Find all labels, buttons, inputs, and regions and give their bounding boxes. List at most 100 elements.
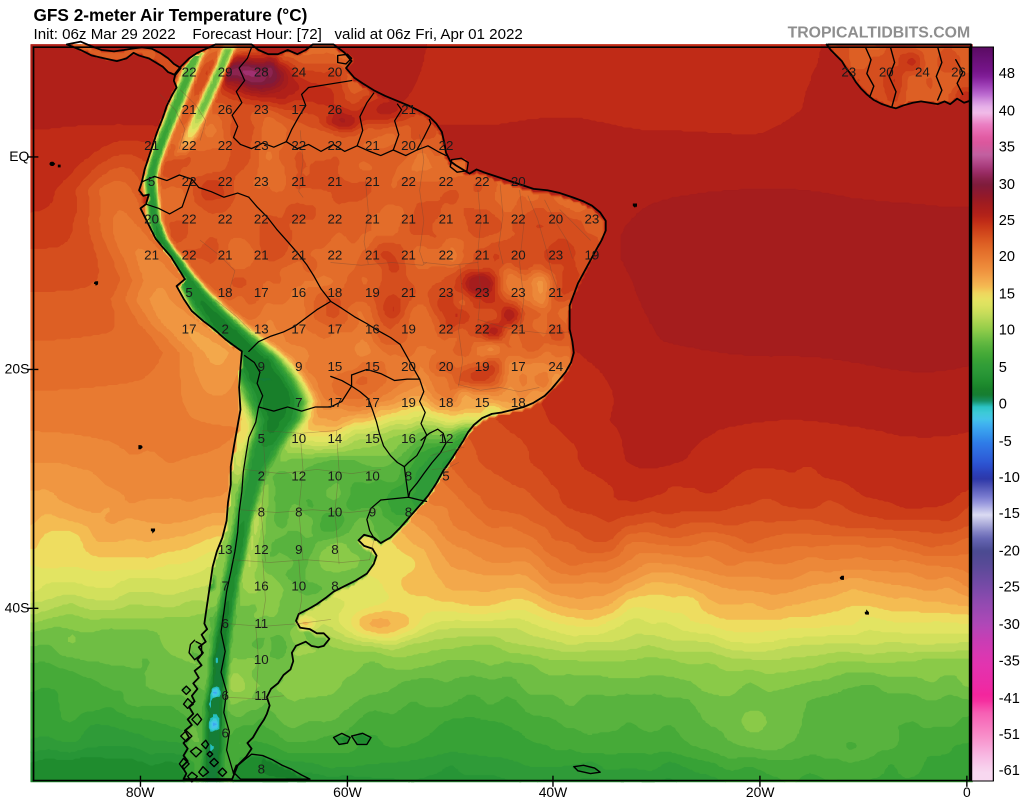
svg-text:Init: 06z Mar 29 2022 Forec: Init: 06z Mar 29 2022 Forecast Hour: [72… xyxy=(34,26,523,43)
svg-text:11: 11 xyxy=(254,616,268,631)
svg-text:23: 23 xyxy=(584,212,599,227)
svg-text:21: 21 xyxy=(401,102,416,117)
svg-text:-61: -61 xyxy=(999,763,1020,779)
svg-text:15: 15 xyxy=(365,431,380,446)
svg-text:21: 21 xyxy=(439,212,454,227)
svg-text:-5: -5 xyxy=(999,434,1012,450)
svg-text:5: 5 xyxy=(999,360,1007,376)
svg-text:22: 22 xyxy=(439,138,454,153)
svg-text:60W: 60W xyxy=(333,784,362,800)
svg-text:6: 6 xyxy=(221,616,228,631)
svg-text:15: 15 xyxy=(328,359,343,374)
svg-text:6: 6 xyxy=(221,688,228,703)
svg-text:-15: -15 xyxy=(999,506,1020,522)
svg-text:EQ: EQ xyxy=(9,148,29,164)
svg-text:40: 40 xyxy=(999,103,1015,119)
svg-text:9: 9 xyxy=(295,359,302,374)
svg-text:0: 0 xyxy=(999,396,1007,412)
svg-text:5: 5 xyxy=(185,285,192,300)
svg-text:22: 22 xyxy=(182,174,197,189)
svg-text:20S: 20S xyxy=(5,361,30,377)
svg-text:21: 21 xyxy=(218,248,233,263)
svg-text:-35: -35 xyxy=(999,653,1020,669)
svg-text:20: 20 xyxy=(548,212,563,227)
svg-text:-41: -41 xyxy=(999,691,1020,707)
svg-text:10: 10 xyxy=(328,505,343,520)
svg-text:10: 10 xyxy=(291,578,306,593)
svg-text:7: 7 xyxy=(221,578,228,593)
svg-text:21: 21 xyxy=(401,285,416,300)
svg-text:8: 8 xyxy=(258,505,265,520)
svg-text:20: 20 xyxy=(511,174,526,189)
svg-text:10: 10 xyxy=(365,469,380,484)
svg-text:12: 12 xyxy=(439,431,454,446)
svg-text:15: 15 xyxy=(365,359,380,374)
svg-text:10: 10 xyxy=(328,469,343,484)
svg-text:19: 19 xyxy=(401,395,416,410)
svg-text:8: 8 xyxy=(405,505,412,520)
svg-text:30: 30 xyxy=(999,177,1015,193)
svg-text:22: 22 xyxy=(218,174,233,189)
svg-text:23: 23 xyxy=(475,285,490,300)
svg-text:22: 22 xyxy=(439,174,454,189)
svg-text:23: 23 xyxy=(254,138,269,153)
svg-text:22: 22 xyxy=(218,138,233,153)
svg-text:22: 22 xyxy=(439,321,454,336)
svg-text:7: 7 xyxy=(295,395,302,410)
svg-text:21: 21 xyxy=(182,102,197,117)
svg-text:6: 6 xyxy=(221,726,228,741)
svg-text:0: 0 xyxy=(963,784,971,800)
svg-text:11: 11 xyxy=(254,688,268,703)
svg-text:48: 48 xyxy=(999,66,1015,82)
svg-text:19: 19 xyxy=(365,285,380,300)
svg-text:9: 9 xyxy=(258,359,265,374)
svg-text:12: 12 xyxy=(291,469,306,484)
svg-text:22: 22 xyxy=(254,212,269,227)
svg-text:18: 18 xyxy=(439,395,454,410)
svg-text:21: 21 xyxy=(475,248,490,263)
svg-text:20: 20 xyxy=(511,248,526,263)
svg-text:21: 21 xyxy=(365,174,380,189)
svg-text:20: 20 xyxy=(401,359,416,374)
svg-text:80W: 80W xyxy=(126,784,155,800)
svg-text:16: 16 xyxy=(365,321,380,336)
svg-text:26: 26 xyxy=(951,64,966,79)
svg-text:22: 22 xyxy=(328,138,343,153)
svg-text:17: 17 xyxy=(182,321,197,336)
svg-text:20: 20 xyxy=(879,64,894,79)
svg-text:20: 20 xyxy=(999,249,1015,265)
svg-text:10: 10 xyxy=(254,652,269,667)
svg-text:22: 22 xyxy=(475,321,490,336)
svg-text:22: 22 xyxy=(401,174,416,189)
svg-text:5: 5 xyxy=(258,431,265,446)
svg-text:22: 22 xyxy=(439,248,454,263)
svg-text:17: 17 xyxy=(365,395,380,410)
svg-text:23: 23 xyxy=(548,248,563,263)
svg-text:24: 24 xyxy=(548,359,563,374)
svg-text:15: 15 xyxy=(475,395,490,410)
svg-text:21: 21 xyxy=(291,174,306,189)
svg-text:21: 21 xyxy=(475,212,490,227)
svg-text:-51: -51 xyxy=(999,727,1020,743)
svg-text:12: 12 xyxy=(254,542,269,557)
svg-text:21: 21 xyxy=(144,138,159,153)
svg-text:17: 17 xyxy=(254,285,269,300)
svg-text:22: 22 xyxy=(475,174,490,189)
svg-text:5: 5 xyxy=(442,469,449,484)
svg-text:25: 25 xyxy=(999,213,1015,229)
svg-text:21: 21 xyxy=(365,138,380,153)
svg-text:9: 9 xyxy=(295,542,302,557)
svg-text:-25: -25 xyxy=(999,580,1020,596)
svg-text:20W: 20W xyxy=(746,784,775,800)
svg-text:2: 2 xyxy=(258,469,265,484)
svg-text:40S: 40S xyxy=(5,600,30,616)
svg-text:26: 26 xyxy=(218,102,233,117)
svg-text:22: 22 xyxy=(511,212,526,227)
svg-text:8: 8 xyxy=(405,469,412,484)
svg-text:18: 18 xyxy=(328,285,343,300)
svg-text:18: 18 xyxy=(511,395,526,410)
svg-text:2: 2 xyxy=(221,321,228,336)
svg-text:19: 19 xyxy=(401,321,416,336)
svg-text:17: 17 xyxy=(291,102,306,117)
svg-text:22: 22 xyxy=(182,248,197,263)
